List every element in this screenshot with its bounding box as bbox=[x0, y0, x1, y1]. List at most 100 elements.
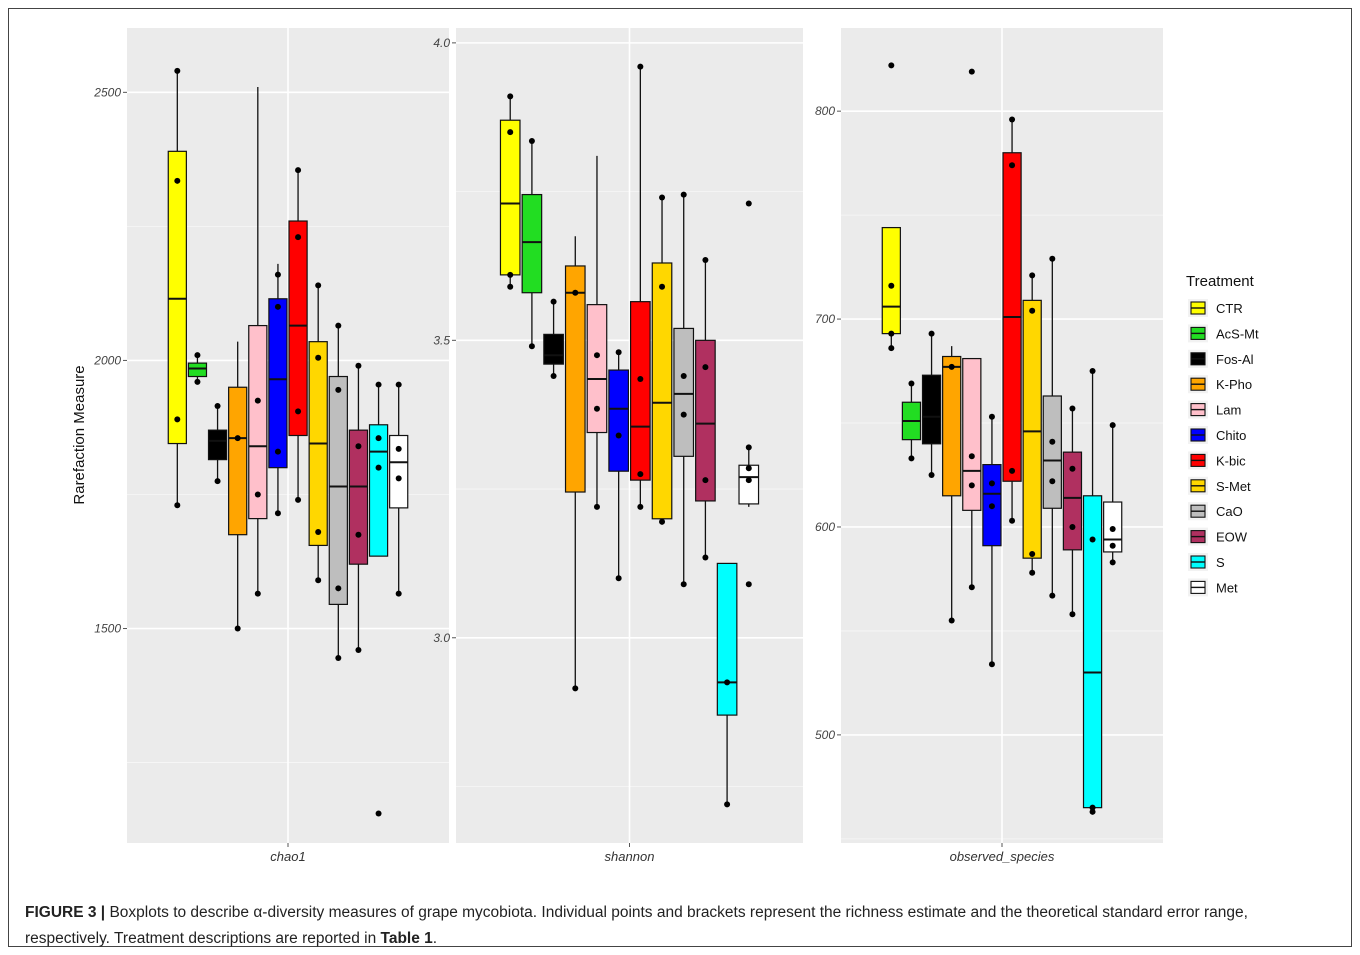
legend-item-S: S bbox=[1188, 553, 1225, 571]
data-point bbox=[507, 271, 514, 278]
box-EOW bbox=[1062, 405, 1083, 618]
legend-item-Lam: Lam bbox=[1188, 400, 1241, 419]
data-point bbox=[637, 503, 644, 510]
data-point bbox=[315, 577, 322, 584]
data-point bbox=[274, 303, 281, 310]
panels: 1500 2000 2500 chao1 3.0 3.5 4.0 shannon 500 600 7… bbox=[93, 28, 1163, 864]
data-point bbox=[1109, 542, 1116, 549]
legend-item-Met: Met bbox=[1188, 578, 1238, 597]
data-point bbox=[1049, 255, 1056, 262]
legend-label: S bbox=[1216, 555, 1225, 570]
legend-label: Chito bbox=[1216, 428, 1246, 443]
legend-item-CaO: CaO bbox=[1188, 502, 1243, 521]
box-K-bic bbox=[288, 167, 308, 503]
box-EOW bbox=[695, 257, 716, 561]
data-point bbox=[659, 518, 666, 525]
data-point bbox=[174, 502, 181, 509]
data-point bbox=[1109, 559, 1116, 566]
box-body bbox=[187, 362, 208, 378]
data-point bbox=[593, 503, 600, 510]
data-point bbox=[194, 352, 201, 359]
data-point bbox=[615, 349, 622, 356]
y-tick-label: 2500 bbox=[93, 85, 121, 99]
box-CTR bbox=[881, 62, 901, 352]
y-tick-label: 4.0 bbox=[433, 36, 450, 50]
legend-label: AcS-Mt bbox=[1216, 326, 1259, 341]
data-point bbox=[724, 801, 731, 808]
data-point bbox=[888, 345, 895, 352]
box-CaO bbox=[328, 322, 348, 662]
y-tick-label: 3.0 bbox=[433, 631, 450, 645]
y-tick-label: 1500 bbox=[94, 622, 121, 636]
data-point bbox=[507, 93, 514, 100]
data-point bbox=[988, 503, 995, 510]
box-Met bbox=[738, 200, 760, 588]
legend-label: CTR bbox=[1216, 301, 1243, 316]
data-point bbox=[1029, 272, 1036, 279]
box-EOW bbox=[348, 362, 369, 653]
data-point bbox=[968, 68, 975, 75]
data-point bbox=[174, 67, 181, 74]
box-CTR bbox=[499, 93, 521, 290]
data-point bbox=[968, 453, 975, 460]
y-tick-label: 3.5 bbox=[433, 333, 450, 347]
data-point bbox=[888, 62, 895, 69]
y-tick-label: 800 bbox=[815, 104, 835, 118]
legend-item-Chito: Chito bbox=[1188, 426, 1246, 444]
data-point bbox=[908, 380, 915, 387]
data-point bbox=[888, 282, 895, 289]
box-Fos-Al bbox=[543, 298, 564, 380]
box-AcS-Mt bbox=[521, 138, 543, 350]
box-body bbox=[368, 424, 389, 557]
data-point bbox=[637, 471, 644, 478]
data-point bbox=[1049, 592, 1056, 599]
data-point bbox=[254, 491, 261, 498]
box-body bbox=[348, 429, 369, 565]
data-point bbox=[702, 364, 709, 371]
y-tick-label: 600 bbox=[815, 520, 835, 534]
data-point bbox=[948, 363, 955, 370]
data-point bbox=[355, 646, 362, 653]
data-point bbox=[528, 138, 535, 145]
data-point bbox=[1009, 116, 1016, 123]
box-AcS-Mt bbox=[187, 352, 208, 385]
data-point bbox=[908, 455, 915, 462]
data-point bbox=[702, 554, 709, 561]
data-point bbox=[274, 448, 281, 455]
legend-label: K-Pho bbox=[1216, 377, 1252, 392]
data-point bbox=[680, 581, 687, 588]
data-point bbox=[572, 685, 579, 692]
box-body bbox=[543, 333, 564, 365]
data-point bbox=[1069, 611, 1076, 618]
legend-item-EOW: EOW bbox=[1188, 527, 1248, 546]
data-point bbox=[254, 590, 261, 597]
data-point bbox=[680, 191, 687, 198]
box-AcS-Mt bbox=[901, 380, 922, 462]
data-point bbox=[550, 298, 557, 305]
box-S bbox=[716, 562, 738, 808]
data-point bbox=[1089, 804, 1096, 811]
data-point bbox=[528, 343, 535, 350]
data-point bbox=[355, 362, 362, 369]
box-CaO bbox=[673, 191, 695, 588]
legend-label: K-bic bbox=[1216, 453, 1246, 468]
legend-item-K-Pho: K-Pho bbox=[1188, 375, 1252, 394]
caption-text-end: . bbox=[432, 930, 438, 947]
y-axis-label: Rarefaction Measure bbox=[71, 365, 88, 504]
data-point bbox=[1029, 551, 1036, 558]
data-point bbox=[375, 435, 382, 442]
legend-label: EOW bbox=[1216, 530, 1248, 545]
box-K-bic bbox=[1002, 116, 1022, 524]
data-point bbox=[1069, 405, 1076, 412]
data-point bbox=[507, 129, 514, 136]
data-point bbox=[572, 289, 579, 296]
box-body bbox=[586, 304, 608, 434]
boxplot-chart: Rarefaction Measure 1500 2000 2500 chao1 3.0… bbox=[71, 28, 1259, 864]
box-body bbox=[389, 434, 409, 509]
data-point bbox=[745, 581, 752, 588]
box-K-Pho bbox=[942, 346, 962, 624]
box-body bbox=[248, 324, 268, 520]
caption-text: Boxplots to describe α-diversity measure… bbox=[25, 904, 1248, 947]
data-point bbox=[214, 403, 221, 410]
data-point bbox=[1009, 467, 1016, 474]
